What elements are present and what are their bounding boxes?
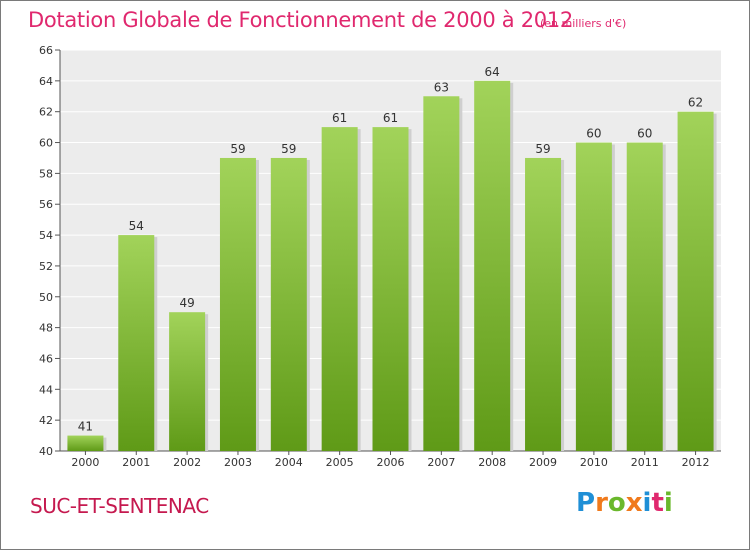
y-tick-label: 52 <box>39 260 53 273</box>
bar <box>575 142 612 452</box>
y-tick-label: 40 <box>39 445 53 458</box>
y-tick-label: 62 <box>39 106 53 119</box>
bar <box>525 157 562 451</box>
y-tick-label: 58 <box>39 167 53 180</box>
bar <box>677 111 714 451</box>
commune-name: SUC-ET-SENTENAC <box>30 494 209 518</box>
data-label: 59 <box>535 142 550 156</box>
bar <box>474 80 511 451</box>
x-tick-label: 2001 <box>122 456 150 469</box>
data-label: 60 <box>586 127 601 141</box>
y-tick-label: 66 <box>39 44 53 57</box>
logo-letter: r <box>595 488 608 518</box>
proxiti-logo: Proxiti <box>576 488 673 518</box>
y-tick-label: 48 <box>39 322 53 335</box>
logo-letter: o <box>607 488 626 518</box>
y-tick-label: 64 <box>39 75 53 88</box>
data-label: 49 <box>179 296 194 310</box>
bar <box>67 435 104 451</box>
data-label: 61 <box>383 111 398 125</box>
x-tick-label: 2000 <box>71 456 99 469</box>
chart-unit: (en milliers d'€) <box>540 17 627 30</box>
y-tick-label: 46 <box>39 352 53 365</box>
x-tick-label: 2006 <box>377 456 405 469</box>
logo-letter: i <box>663 488 673 518</box>
chart-title: Dotation Globale de Fonctionnement de 20… <box>28 8 573 32</box>
bar <box>626 142 663 452</box>
x-tick-label: 2011 <box>631 456 659 469</box>
data-label: 59 <box>230 142 245 156</box>
data-labels: 41 54 49 59 59 61 61 63 64 59 60 60 62 <box>78 65 703 434</box>
data-label: 60 <box>637 127 652 141</box>
y-tick-label: 54 <box>39 229 53 242</box>
x-tick-label: 2002 <box>173 456 201 469</box>
x-tick-label: 2005 <box>326 456 354 469</box>
y-tick-label: 44 <box>39 383 53 396</box>
data-label: 63 <box>434 80 449 94</box>
bar <box>118 235 155 451</box>
x-tick-label: 2008 <box>478 456 506 469</box>
logo-letter: P <box>576 488 596 518</box>
bar <box>270 157 307 451</box>
data-label: 41 <box>78 420 93 434</box>
x-tick-label: 2012 <box>682 456 710 469</box>
bar <box>321 127 358 451</box>
bars <box>67 80 717 452</box>
logo-letter: i <box>642 488 652 518</box>
bar <box>423 96 460 452</box>
x-tick-label: 2007 <box>427 456 455 469</box>
bar <box>372 127 409 451</box>
bar <box>169 312 206 451</box>
x-tick-label: 2003 <box>224 456 252 469</box>
x-tick-label: 2010 <box>580 456 608 469</box>
data-label: 54 <box>129 219 144 233</box>
data-label: 59 <box>281 142 296 156</box>
y-tick-label: 60 <box>39 137 53 150</box>
bar <box>219 157 256 451</box>
x-tick-label: 2009 <box>529 456 557 469</box>
logo-letter: x <box>625 488 643 518</box>
data-label: 61 <box>332 111 347 125</box>
data-label: 64 <box>485 65 500 79</box>
y-tick-label: 42 <box>39 414 53 427</box>
y-tick-label: 56 <box>39 198 53 211</box>
x-tick-label: 2004 <box>275 456 303 469</box>
logo-letter: t <box>651 488 664 518</box>
data-label: 62 <box>688 96 703 110</box>
y-tick-label: 50 <box>39 291 53 304</box>
